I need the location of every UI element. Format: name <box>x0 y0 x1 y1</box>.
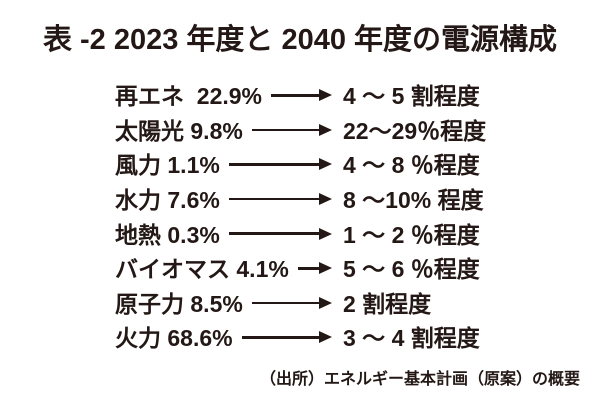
figure-title: 表 -2 2023 年度と 2040 年度の電源構成 <box>42 24 558 56</box>
arrow-right-icon <box>241 331 332 344</box>
row-solar: 太陽光 9.8% 22～29％程度 <box>0 112 600 147</box>
arrow-shaft <box>241 336 320 339</box>
target-share-2040: 4 ～ 5 割程度 <box>343 83 480 110</box>
arrow-shaft <box>251 301 320 305</box>
arrow-right-icon <box>251 296 332 309</box>
arrow-shaft <box>271 94 320 97</box>
target-share-2040: 2 割程度 <box>343 290 432 317</box>
source-share-2023: 水力 7.6% <box>115 187 220 214</box>
arrow-head <box>319 123 332 136</box>
arrow-head <box>319 296 332 309</box>
arrow-head <box>319 193 332 206</box>
target-share-2040: 5 ～ 6 ％程度 <box>343 256 480 283</box>
row-biomass: バイオマス 4.1% 5 ～ 6 ％程度 <box>0 250 600 285</box>
source-share-2023: 原子力 8.5% <box>115 290 243 317</box>
arrow-head <box>319 331 332 344</box>
target-share-2040: 22～29％程度 <box>343 117 487 144</box>
arrow-right-icon <box>228 158 332 171</box>
row-geothermal: 地熱 0.3% 1 ～ 2 ％程度 <box>0 215 600 250</box>
row-hydro: 水力 7.6% 8 ～10% 程度 <box>0 181 600 216</box>
source-share-2023: バイオマス 4.1% <box>115 256 289 283</box>
arrow-right-icon <box>228 227 332 240</box>
arrow-head <box>319 262 332 275</box>
arrow-shaft <box>228 232 320 235</box>
arrow-right-icon <box>228 193 332 206</box>
source-share-2023: 太陽光 9.8% <box>115 117 243 144</box>
target-share-2040: 4 ～ 8 ％程度 <box>343 152 480 179</box>
source-share-2023: 再エネ 22.9% <box>115 83 262 110</box>
row-wind: 風力 1.1% 4 ～ 8 ％程度 <box>0 146 600 181</box>
source-share-2023: 地熱 0.3% <box>115 221 220 248</box>
arrow-right-icon <box>251 123 332 136</box>
row-nuclear: 原子力 8.5% 2 割程度 <box>0 285 600 320</box>
arrow-head <box>319 158 332 171</box>
arrow-shaft <box>297 267 320 270</box>
source-share-2023: 風力 1.1% <box>115 152 220 179</box>
arrow-shaft <box>228 163 320 166</box>
arrow-right-icon <box>297 262 332 275</box>
arrow-shaft <box>228 197 320 201</box>
row-thermal: 火力 68.6% 3 ～ 4 割程度 <box>0 319 600 354</box>
source-share-2023: 火力 68.6% <box>115 325 233 352</box>
mapping-rows: 再エネ 22.9% 4 ～ 5 割程度 太陽光 9.8% 22～29％程度 風力… <box>0 77 600 354</box>
row-renewable-energy: 再エネ 22.9% 4 ～ 5 割程度 <box>0 77 600 112</box>
arrow-shaft <box>251 128 320 132</box>
target-share-2040: 3 ～ 4 割程度 <box>343 325 480 352</box>
arrow-head <box>319 89 332 102</box>
arrow-head <box>319 227 332 240</box>
source-attribution: （出所）エネルギー基本計画（原案）の概要 <box>259 371 580 388</box>
target-share-2040: 8 ～10% 程度 <box>343 187 484 214</box>
arrow-right-icon <box>271 89 332 102</box>
target-share-2040: 1 ～ 2 ％程度 <box>343 221 480 248</box>
